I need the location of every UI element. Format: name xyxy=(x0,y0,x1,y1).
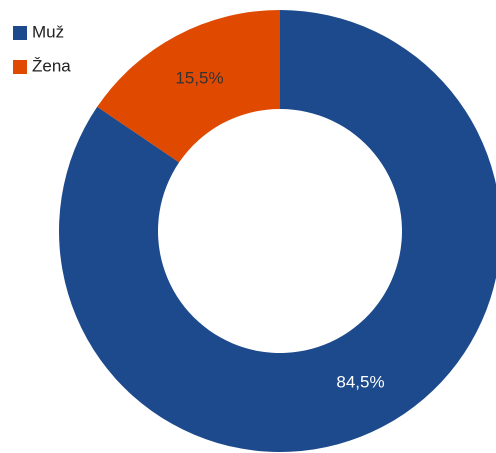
slice-label: 15,5% xyxy=(175,68,223,87)
legend-label: Žena xyxy=(32,56,71,75)
slice xyxy=(97,10,280,163)
legend-swatch xyxy=(13,26,27,40)
slice-label: 84,5% xyxy=(336,372,384,391)
legend-label: Muž xyxy=(32,22,64,41)
slice xyxy=(59,10,496,452)
legend-swatch xyxy=(13,60,27,74)
